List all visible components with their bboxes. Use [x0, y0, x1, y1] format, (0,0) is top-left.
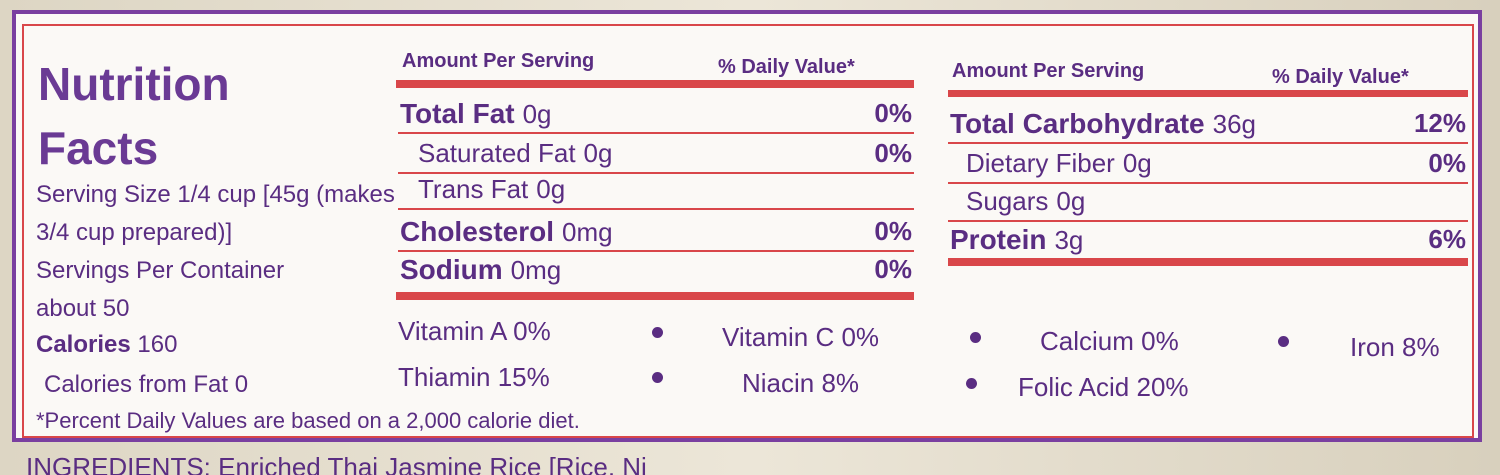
calories: Calories 160 [36, 326, 177, 364]
bullet [970, 332, 981, 343]
label-inner [22, 24, 1474, 438]
nutrient-name: Sugars [966, 186, 1049, 216]
rule [948, 220, 1468, 222]
vitamin: Niacin 8% [742, 368, 860, 398]
title: Nutrition Facts [38, 58, 230, 174]
nutrient-amount: 0g [522, 99, 552, 129]
rule [398, 250, 914, 252]
servings-per-container: Servings Per Container about 50 [36, 257, 285, 322]
nutrient-name: Protein [950, 224, 1047, 255]
nutrient-amount: 0g [583, 138, 613, 168]
nutrient-amount: 0g [536, 174, 566, 204]
rule [396, 292, 914, 300]
footnote: *Percent Daily Values are based on a 2,0… [36, 408, 580, 433]
nutrient-name: Saturated Fat [418, 138, 576, 168]
nutrient-name: Total Fat [400, 98, 515, 129]
bullet [652, 372, 663, 383]
bullet [1278, 336, 1289, 347]
row-label: Trans Fat 0g [418, 174, 565, 205]
header-dv: % Daily Value* [718, 56, 855, 78]
rule [948, 258, 1468, 266]
nutrient-amount: 0mg [562, 217, 613, 247]
nutrient-name: Sodium [400, 254, 503, 285]
daily-value: 0% [874, 98, 912, 128]
nutrient-name: Cholesterol [400, 216, 555, 247]
nutrient-name: Trans Fat [418, 174, 529, 204]
calories-from-fat: Calories from Fat 0 [44, 371, 249, 398]
row-label: Saturated Fat 0g [418, 138, 612, 169]
vitamin: Vitamin A 0% [398, 316, 551, 346]
row-label: Sugars 0g [966, 186, 1085, 217]
vitamin: Folic Acid 20% [1018, 372, 1189, 402]
row-label: Sodium 0mg [400, 254, 561, 286]
rule [948, 142, 1468, 144]
rule [398, 132, 914, 134]
vitamin: Iron 8% [1350, 332, 1440, 362]
row-label: Total Carbohydrate 36g [950, 108, 1256, 140]
bullet [652, 327, 663, 338]
row-label: Protein 3g [950, 224, 1083, 256]
rule [948, 90, 1468, 97]
nutrient-amount: 36g [1212, 109, 1257, 139]
daily-value: 0% [874, 254, 912, 284]
header-amount: Amount Per Serving [402, 50, 595, 72]
rule [398, 208, 914, 210]
serving-size: Serving Size 1/4 cup [45g (makes 3/4 cup… [36, 181, 395, 246]
nutrient-amount: 3g [1054, 225, 1084, 255]
rule [948, 182, 1468, 184]
row-label: Total Fat 0g [400, 98, 552, 130]
nutrient-name: Total Carbohydrate [950, 108, 1205, 139]
nutrient-amount: 0g [1122, 148, 1152, 178]
calories-amount: 160 [137, 331, 178, 358]
daily-value: 6% [1428, 224, 1466, 254]
ingredients: INGREDIENTS: Enriched Thai Jasmine Rice … [26, 452, 647, 475]
daily-value: 0% [1428, 148, 1466, 178]
header-dv: % Daily Value* [1272, 66, 1409, 88]
vitamin: Vitamin C 0% [722, 322, 880, 352]
calories-name: Calories [36, 331, 131, 358]
nutrient-amount: 0g [1056, 186, 1086, 216]
daily-value: 0% [874, 216, 912, 246]
vitamin: Calcium 0% [1040, 326, 1179, 356]
nutrient-amount: 0mg [510, 255, 562, 285]
daily-value: 0% [874, 138, 912, 168]
vitamin: Thiamin 15% [398, 362, 550, 392]
rule [398, 172, 914, 174]
nutrient-name: Dietary Fiber [966, 148, 1115, 178]
row-label: Dietary Fiber 0g [966, 148, 1152, 179]
header-amount: Amount Per Serving [952, 60, 1145, 82]
daily-value: 12% [1413, 108, 1466, 138]
bullet [966, 378, 977, 389]
row-label: Cholesterol 0mg [400, 216, 613, 248]
rule [396, 80, 914, 88]
